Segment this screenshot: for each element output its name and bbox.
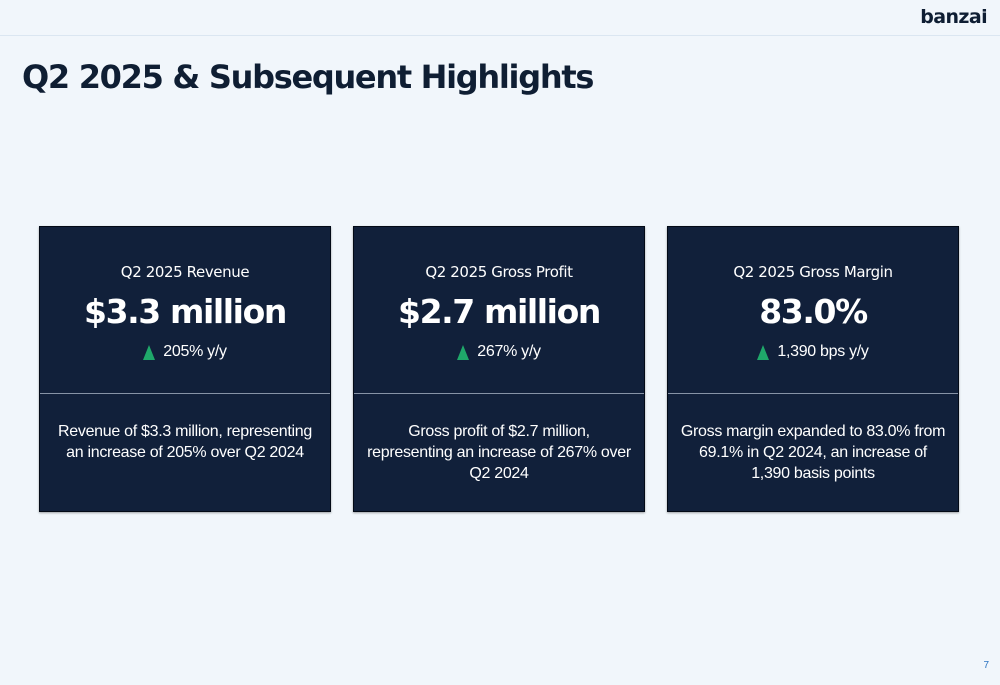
card-description: Gross margin expanded to 83.0% from 69.1… bbox=[680, 423, 946, 482]
card-revenue: Q2 2025 Revenue $3.3 million 205% y/y Re… bbox=[39, 226, 331, 512]
card-value: $3.3 million bbox=[84, 292, 287, 331]
card-gross-profit: Q2 2025 Gross Profit $2.7 million 267% y… bbox=[353, 226, 645, 512]
card-label: Q2 2025 Revenue bbox=[120, 263, 250, 281]
page-number: 7 bbox=[983, 660, 989, 671]
card-change-text: 205% y/y bbox=[163, 343, 227, 360]
up-arrow-icon bbox=[143, 344, 156, 360]
banzai-logo: banzai bbox=[920, 6, 987, 28]
card-label: Q2 2025 Gross Profit bbox=[425, 263, 573, 281]
up-arrow-icon bbox=[457, 344, 470, 360]
card-divider bbox=[40, 393, 330, 394]
page-title: Q2 2025 & Subsequent Highlights bbox=[22, 58, 594, 96]
card-change: 1,390 bps y/y bbox=[668, 343, 958, 361]
header-divider bbox=[0, 35, 1000, 36]
card-divider bbox=[668, 393, 958, 394]
card-change-text: 267% y/y bbox=[477, 343, 541, 360]
card-gross-margin: Q2 2025 Gross Margin 83.0% 1,390 bps y/y… bbox=[667, 226, 959, 512]
card-value: $2.7 million bbox=[398, 292, 601, 331]
up-arrow-icon bbox=[757, 344, 770, 360]
card-divider bbox=[354, 393, 644, 394]
card-change-text: 1,390 bps y/y bbox=[777, 343, 869, 360]
card-change: 267% y/y bbox=[354, 343, 644, 361]
card-change: 205% y/y bbox=[40, 343, 330, 361]
card-description: Revenue of $3.3 million, representing an… bbox=[58, 423, 312, 461]
card-label: Q2 2025 Gross Margin bbox=[733, 263, 893, 281]
card-description: Gross profit of $2.7 million, representi… bbox=[367, 423, 631, 482]
card-value: 83.0% bbox=[759, 292, 868, 331]
